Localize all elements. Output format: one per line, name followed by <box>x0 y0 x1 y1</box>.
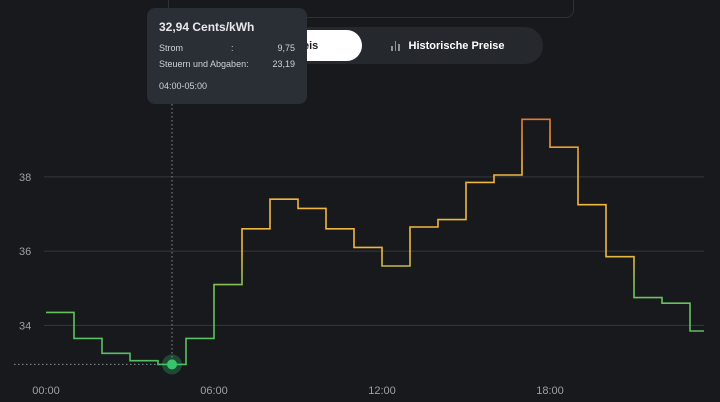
price-step-hour[interactable] <box>326 225 354 233</box>
tooltip-row-value: 23,19 <box>272 59 295 69</box>
tab-historic-prices[interactable]: Historische Preise <box>391 27 505 64</box>
price-step-hour[interactable] <box>242 225 270 233</box>
price-step-hour[interactable] <box>186 334 214 342</box>
selected-point-marker[interactable] <box>167 359 177 370</box>
tooltip-row-label: Strom <box>159 43 184 53</box>
price-step-line <box>46 118 704 366</box>
tooltip-row-value: 9,75 <box>277 43 295 53</box>
y-tick-label: 34 <box>19 320 31 332</box>
price-step-hour[interactable] <box>46 308 74 316</box>
tooltip-row-colon: : <box>231 43 234 53</box>
bar-chart-icon <box>391 40 400 51</box>
x-tick-label: 00:00 <box>32 385 60 397</box>
tab-historic-prices-label: Historische Preise <box>408 39 505 52</box>
price-step-hour[interactable] <box>270 195 298 203</box>
price-step-hour[interactable] <box>690 327 704 335</box>
price-step-hour[interactable] <box>522 115 550 123</box>
price-step-hour[interactable] <box>382 262 410 270</box>
price-step-hour[interactable] <box>354 243 382 251</box>
price-step-hour[interactable] <box>662 299 690 307</box>
tooltip-time-range: 04:00-05:00 <box>159 81 208 91</box>
price-step-hour[interactable] <box>466 178 494 186</box>
price-step-hour[interactable] <box>606 253 634 261</box>
price-step-hour[interactable] <box>634 294 662 302</box>
price-step-hour[interactable] <box>102 349 130 357</box>
price-step-hour[interactable] <box>578 201 606 209</box>
price-step-hour[interactable] <box>494 171 522 179</box>
x-tick-label: 18:00 <box>536 385 564 397</box>
price-step-hour[interactable] <box>438 216 466 224</box>
y-tick-label: 38 <box>19 172 31 184</box>
x-tick-label: 06:00 <box>200 385 228 397</box>
price-step-hour[interactable] <box>74 334 102 342</box>
price-step-hour[interactable] <box>130 357 158 365</box>
price-tooltip: 32,94 Cents/kWh Strom : 9,75 Steuern und… <box>147 8 307 104</box>
price-step-hour[interactable] <box>550 143 578 151</box>
y-tick-label: 36 <box>19 246 31 258</box>
tooltip-row-taxes: Steuern und Abgaben: 23,19 <box>159 59 295 75</box>
tooltip-row-label: Steuern und Abgaben: <box>159 59 249 69</box>
tooltip-total: 32,94 Cents/kWh <box>159 20 255 34</box>
price-step-hour[interactable] <box>298 204 326 212</box>
price-step-hour[interactable] <box>214 281 242 289</box>
x-tick-label: 12:00 <box>368 385 396 397</box>
tooltip-row-strom: Strom : 9,75 <box>159 43 295 59</box>
price-step-hour[interactable] <box>410 223 438 231</box>
